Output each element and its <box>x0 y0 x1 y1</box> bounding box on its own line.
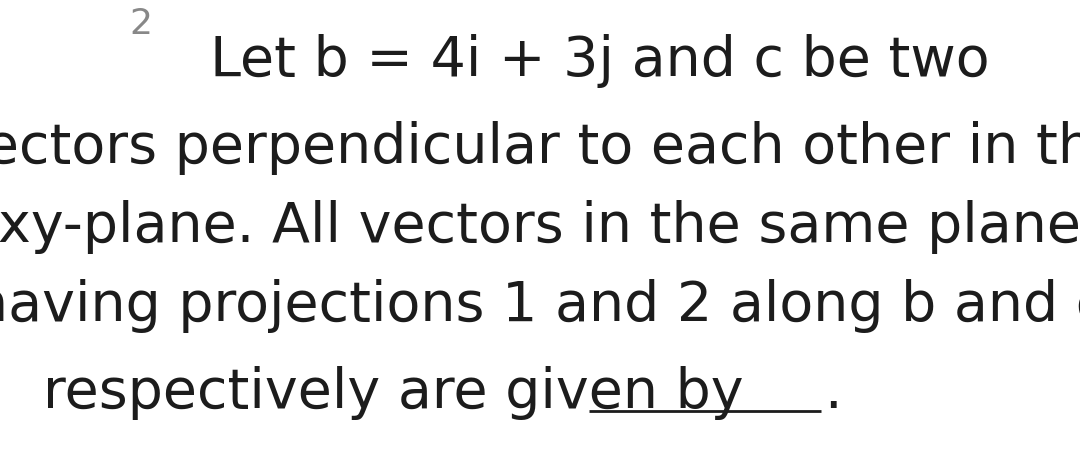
Text: Let b = 4i + 3j and c be two: Let b = 4i + 3j and c be two <box>210 35 989 88</box>
Text: .: . <box>824 366 841 419</box>
Text: 2: 2 <box>129 7 152 41</box>
Text: vectors perpendicular to each other in the: vectors perpendicular to each other in t… <box>0 121 1080 174</box>
Text: respectively are given by: respectively are given by <box>43 366 744 419</box>
Text: having projections 1 and 2 along b and c: having projections 1 and 2 along b and c <box>0 280 1080 333</box>
Text: xy-plane. All vectors in the same plane: xy-plane. All vectors in the same plane <box>0 200 1080 254</box>
